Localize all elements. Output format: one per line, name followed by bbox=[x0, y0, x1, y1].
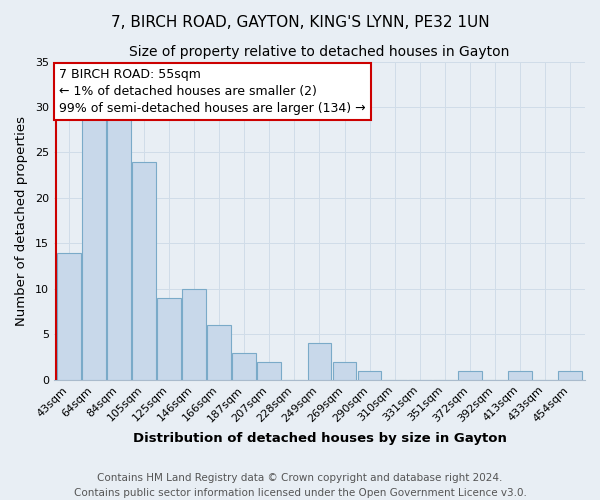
Y-axis label: Number of detached properties: Number of detached properties bbox=[15, 116, 28, 326]
X-axis label: Distribution of detached houses by size in Gayton: Distribution of detached houses by size … bbox=[133, 432, 506, 445]
Bar bbox=[458, 370, 482, 380]
Bar bbox=[82, 116, 106, 380]
Bar bbox=[332, 362, 356, 380]
Bar bbox=[107, 116, 131, 380]
Bar bbox=[232, 352, 256, 380]
Bar bbox=[308, 344, 331, 380]
Bar bbox=[208, 326, 231, 380]
Bar bbox=[57, 252, 81, 380]
Title: Size of property relative to detached houses in Gayton: Size of property relative to detached ho… bbox=[129, 45, 509, 59]
Text: Contains HM Land Registry data © Crown copyright and database right 2024.
Contai: Contains HM Land Registry data © Crown c… bbox=[74, 472, 526, 498]
Bar bbox=[132, 162, 156, 380]
Bar bbox=[508, 370, 532, 380]
Bar bbox=[157, 298, 181, 380]
Text: 7 BIRCH ROAD: 55sqm
← 1% of detached houses are smaller (2)
99% of semi-detached: 7 BIRCH ROAD: 55sqm ← 1% of detached hou… bbox=[59, 68, 366, 115]
Bar bbox=[257, 362, 281, 380]
Bar bbox=[182, 289, 206, 380]
Bar bbox=[358, 370, 382, 380]
Text: 7, BIRCH ROAD, GAYTON, KING'S LYNN, PE32 1UN: 7, BIRCH ROAD, GAYTON, KING'S LYNN, PE32… bbox=[110, 15, 490, 30]
Bar bbox=[558, 370, 582, 380]
